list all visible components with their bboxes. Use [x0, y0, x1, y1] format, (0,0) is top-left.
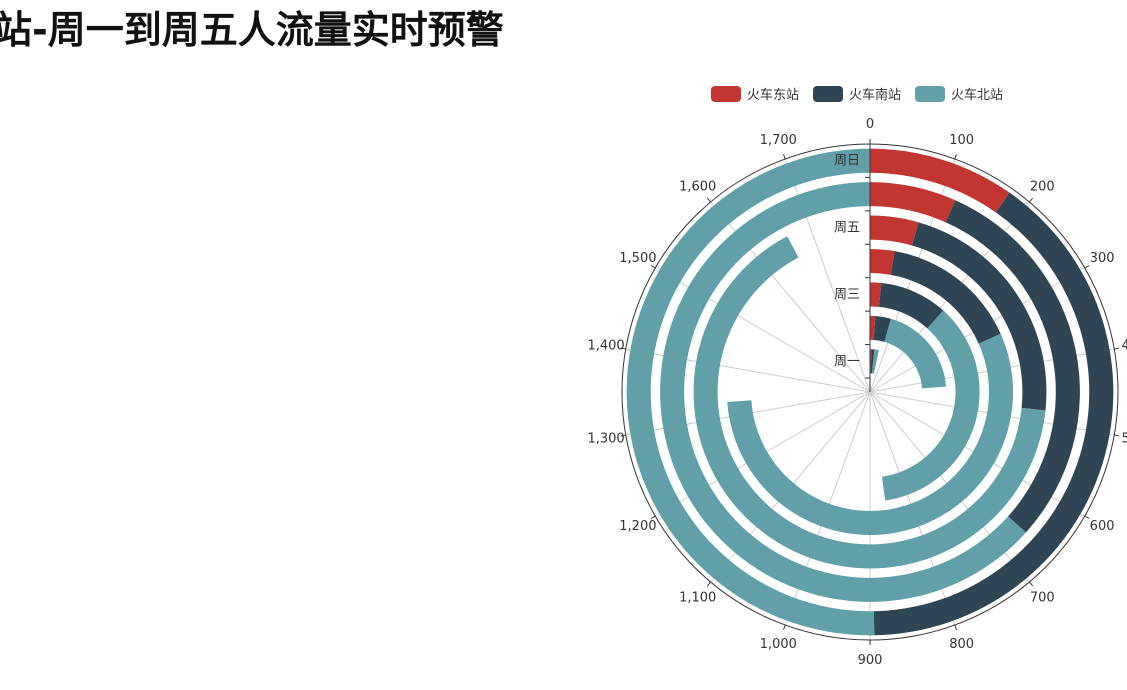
bar-火车北站-周六[interactable]	[660, 182, 1026, 602]
bar-火车北站-周二[interactable]	[884, 318, 946, 389]
angle-tick	[1114, 347, 1120, 350]
angle-tick	[650, 515, 656, 519]
angle-tick-label: 1,100	[679, 590, 716, 605]
bar-火车南站-周一[interactable]	[870, 349, 875, 374]
legend-label[interactable]: 火车南站	[849, 87, 901, 103]
bar-火车北站-周四[interactable]	[727, 333, 1014, 536]
angle-tick-label: 100	[949, 133, 974, 148]
angle-tick-label: 600	[1090, 519, 1115, 534]
angle-tick	[954, 624, 958, 630]
bar-火车北站-周三[interactable]	[881, 310, 980, 501]
angle-tick	[620, 347, 626, 350]
legend-swatch[interactable]	[813, 86, 844, 102]
angle-tick-label: 700	[1030, 590, 1055, 605]
angle-tick-label: 1,700	[760, 133, 797, 148]
angle-tick-label: 1,400	[587, 338, 624, 353]
angle-tick	[650, 265, 656, 269]
legend-label[interactable]: 火车东站	[747, 87, 799, 103]
bar-火车东站-周三[interactable]	[870, 282, 882, 307]
angle-tick-label: 1,300	[587, 432, 624, 447]
bar-火车南站-周日[interactable]	[873, 192, 1114, 636]
bar-火车东站-周日[interactable]	[870, 148, 1010, 213]
angle-tick	[782, 154, 786, 160]
bar-火车南站-周二[interactable]	[873, 316, 891, 342]
bar-火车东站-周五[interactable]	[870, 215, 919, 246]
legend-label[interactable]: 火车北站	[951, 87, 1003, 103]
angle-tick-label: 200	[1030, 180, 1055, 195]
angle-tick-label: 1,500	[619, 251, 656, 266]
radius-tick-label: 周日	[834, 154, 860, 169]
radius-tick-label: 周三	[834, 287, 860, 302]
page-title: 站-周一到周五人流量实时预警	[0, 8, 504, 52]
angle-tick	[706, 581, 711, 587]
radius-tick-label: 周一	[834, 354, 860, 369]
angle-tick	[1029, 197, 1034, 203]
bar-火车南站-周五[interactable]	[912, 222, 1047, 411]
angle-tick-label: 800	[949, 637, 974, 652]
angle-tick	[706, 197, 711, 203]
angle-tick-label: 1,000	[760, 637, 797, 652]
angle-tick-label: 900	[858, 653, 883, 668]
bar-火车东站-周四[interactable]	[870, 248, 895, 275]
angle-tick	[620, 434, 626, 437]
angle-tick	[1114, 434, 1120, 437]
angle-tick-label: 1,200	[619, 519, 656, 534]
legend-swatch[interactable]	[915, 86, 946, 102]
bar-火车南站-周三[interactable]	[878, 282, 944, 329]
angle-tick-label: 1,600	[679, 180, 716, 195]
angle-tick-label: 0	[866, 117, 874, 132]
bar-火车东站-周六[interactable]	[870, 182, 956, 223]
radius-tick-label: 周五	[834, 221, 860, 236]
legend-swatch[interactable]	[711, 86, 741, 102]
bar-火车南站-周六[interactable]	[945, 200, 1080, 533]
angle-tick-label: 400	[1122, 338, 1127, 353]
bar-火车北站-周一[interactable]	[871, 349, 879, 374]
bar-火车东站-周二[interactable]	[870, 315, 876, 341]
angle-tick	[782, 624, 786, 630]
angle-tick-label: 500	[1122, 432, 1127, 447]
angle-tick	[1084, 515, 1090, 519]
angle-tick	[1029, 581, 1034, 587]
angle-tick-label: 300	[1090, 251, 1115, 266]
angle-tick	[1084, 265, 1090, 269]
bar-火车南站-周四[interactable]	[890, 251, 1001, 344]
angle-tick	[954, 154, 958, 160]
